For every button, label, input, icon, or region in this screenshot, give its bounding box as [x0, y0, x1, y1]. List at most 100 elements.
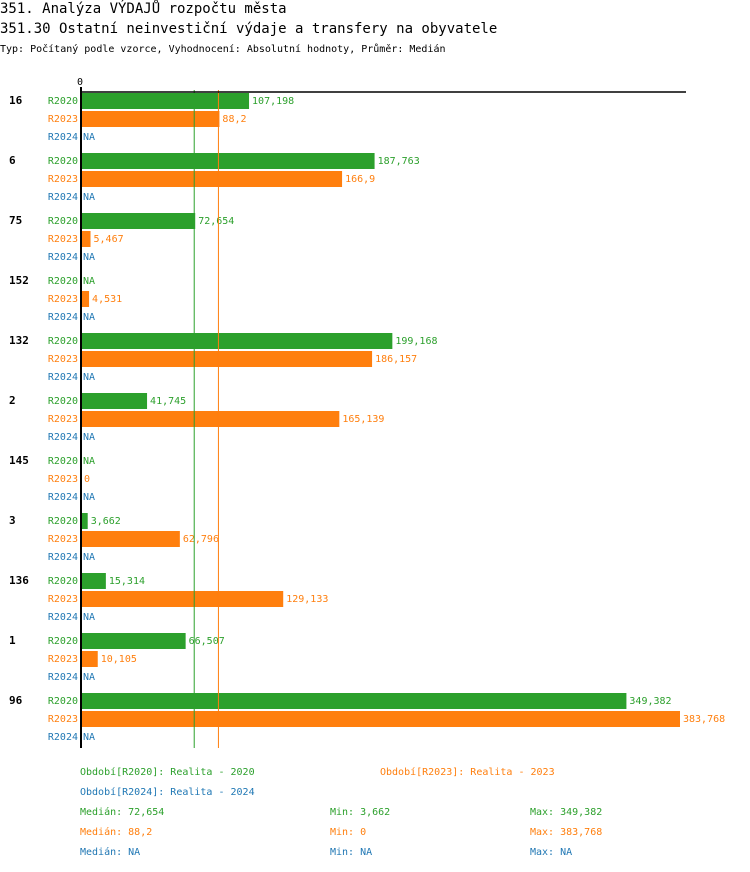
stat-median-r2020: Medián: 72,654: [80, 807, 165, 818]
bar-r2020: [82, 153, 375, 169]
data-label: 129,133: [286, 594, 328, 605]
category-label: 1: [9, 634, 16, 647]
data-label: NA: [83, 312, 95, 323]
data-label: NA: [83, 276, 95, 287]
data-label: 0: [84, 474, 90, 485]
series-label: R2024: [48, 552, 78, 563]
series-label: R2020: [48, 96, 78, 107]
stat-max-r2024: Max: NA: [530, 847, 573, 858]
series-label: R2024: [48, 192, 78, 203]
bar-r2020: [82, 333, 393, 349]
series-label: R2023: [48, 714, 78, 725]
category-label: 16: [9, 94, 23, 107]
bar-r2023: [82, 291, 90, 307]
data-label: NA: [83, 132, 95, 143]
series-label: R2020: [48, 636, 78, 647]
series-label: R2024: [48, 732, 78, 743]
data-label: 383,768: [683, 714, 725, 725]
series-label: R2020: [48, 396, 78, 407]
data-label: 165,139: [342, 414, 384, 425]
series-label: R2024: [48, 432, 78, 443]
series-label: R2020: [48, 336, 78, 347]
bar-r2020: [82, 393, 148, 409]
legend-period-r2024: Období[R2024]: Realita - 2024: [80, 787, 255, 798]
category-label: 145: [9, 454, 29, 467]
bar-r2020: [82, 93, 250, 109]
stat-max-r2020: Max: 349,382: [530, 807, 603, 818]
category-label: 75: [9, 214, 22, 227]
page-title: 351. Analýza VÝDAJŮ rozpočtu města: [0, 1, 287, 17]
bar-r2020: [82, 693, 627, 709]
data-label: 66,507: [189, 636, 225, 647]
bar-r2023: [82, 711, 680, 727]
data-label: NA: [83, 456, 95, 467]
bar-r2023: [82, 411, 340, 427]
stat-median-r2024: Medián: NA: [80, 847, 141, 858]
series-label: R2023: [48, 294, 78, 305]
series-label: R2024: [48, 312, 78, 323]
series-label: R2023: [48, 114, 78, 125]
category-label: 136: [9, 574, 29, 587]
bar-r2023: [82, 531, 180, 547]
data-label: 4,531: [92, 294, 122, 305]
data-label: NA: [83, 192, 95, 203]
bar-r2023: [82, 171, 343, 187]
stat-min-r2024: Min: NA: [330, 847, 373, 858]
data-label: NA: [83, 612, 95, 623]
data-label: 72,654: [198, 216, 234, 227]
category-label: 152: [9, 274, 29, 287]
series-label: R2020: [48, 156, 78, 167]
series-label: R2024: [48, 492, 78, 503]
series-label: R2023: [48, 414, 78, 425]
data-label: 349,382: [629, 696, 671, 707]
data-label: NA: [83, 672, 95, 683]
data-label: NA: [83, 732, 95, 743]
x-tick-label: 0: [77, 77, 83, 88]
bar-r2023: [82, 651, 98, 667]
data-label: 199,168: [395, 336, 437, 347]
data-label: 186,157: [375, 354, 417, 365]
data-label: 3,662: [91, 516, 121, 527]
series-label: R2020: [48, 576, 78, 587]
series-label: R2020: [48, 276, 78, 287]
series-label: R2024: [48, 672, 78, 683]
stat-min-r2023: Min: 0: [330, 827, 367, 838]
data-label: NA: [83, 252, 95, 263]
data-label: NA: [83, 432, 95, 443]
data-label: 15,314: [109, 576, 145, 587]
bar-r2023: [82, 111, 220, 127]
bar-r2023: [82, 591, 284, 607]
bar-r2020: [82, 513, 88, 529]
series-label: R2020: [48, 696, 78, 707]
series-label: R2023: [48, 174, 78, 185]
data-label: NA: [83, 492, 95, 503]
data-label: 5,467: [94, 234, 124, 245]
data-label: 62,796: [183, 534, 219, 545]
data-label: 88,2: [222, 114, 246, 125]
stat-median-r2023: Medián: 88,2: [80, 827, 153, 838]
stat-min-r2020: Min: 3,662: [330, 807, 391, 818]
series-label: R2020: [48, 456, 78, 467]
series-label: R2020: [48, 516, 78, 527]
bar-r2023: [82, 231, 91, 247]
legend-period-r2023: Období[R2023]: Realita - 2023: [380, 767, 555, 778]
series-label: R2020: [48, 216, 78, 227]
series-label: R2024: [48, 132, 78, 143]
stat-max-r2023: Max: 383,768: [530, 827, 603, 838]
series-label: R2024: [48, 372, 78, 383]
series-label: R2023: [48, 234, 78, 245]
bar-r2023: [82, 351, 373, 367]
data-label: NA: [83, 372, 95, 383]
series-label: R2023: [48, 594, 78, 605]
chart-info: Typ: Počítaný podle vzorce, Vyhodnocení:…: [0, 44, 446, 55]
series-label: R2023: [48, 474, 78, 485]
bar-r2020: [82, 213, 196, 229]
series-label: R2023: [48, 654, 78, 665]
series-label: R2023: [48, 354, 78, 365]
legend-period-r2020: Období[R2020]: Realita - 2020: [80, 767, 255, 778]
data-label: 10,105: [101, 654, 137, 665]
series-label: R2024: [48, 612, 78, 623]
category-label: 3: [9, 514, 16, 527]
chart-title: 351.30 Ostatní neinvestiční výdaje a tra…: [0, 21, 498, 37]
